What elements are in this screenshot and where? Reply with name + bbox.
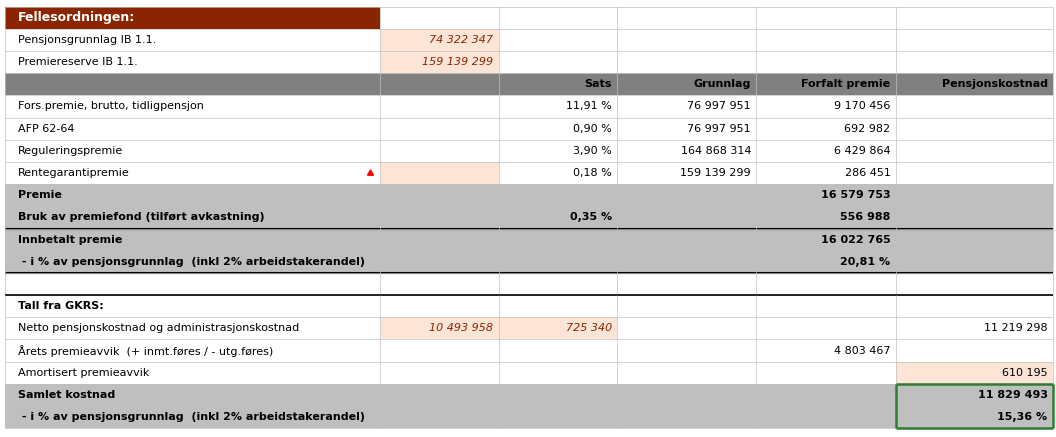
Text: 0,90 %: 0,90 % bbox=[573, 124, 611, 134]
Text: Samlet kostnad: Samlet kostnad bbox=[18, 390, 115, 400]
Text: - i % av pensjonsgrunnlag  (inkl 2% arbeidstakerandel): - i % av pensjonsgrunnlag (inkl 2% arbei… bbox=[18, 412, 365, 422]
Bar bbox=[5, 206, 1053, 229]
Text: Reguleringspremie: Reguleringspremie bbox=[18, 146, 124, 156]
Text: 159 139 299: 159 139 299 bbox=[680, 168, 751, 178]
Text: 11 219 298: 11 219 298 bbox=[984, 323, 1048, 333]
Bar bbox=[5, 362, 1053, 384]
Text: 286 451: 286 451 bbox=[845, 168, 890, 178]
Bar bbox=[5, 317, 1053, 340]
Text: Innbetalt premie: Innbetalt premie bbox=[18, 235, 122, 245]
Bar bbox=[498, 317, 617, 340]
Bar bbox=[5, 140, 1053, 162]
Bar bbox=[5, 229, 1053, 251]
Text: Fors.premie, brutto, tidligpensjon: Fors.premie, brutto, tidligpensjon bbox=[18, 101, 204, 111]
Bar bbox=[5, 118, 1053, 140]
Text: Forfalt premie: Forfalt premie bbox=[802, 79, 890, 89]
Text: 725 340: 725 340 bbox=[566, 323, 611, 333]
Text: 3,90 %: 3,90 % bbox=[573, 146, 611, 156]
Text: Pensjonskostnad: Pensjonskostnad bbox=[942, 79, 1048, 89]
Text: 556 988: 556 988 bbox=[840, 212, 890, 222]
Text: 0,18 %: 0,18 % bbox=[573, 168, 611, 178]
Text: 11 829 493: 11 829 493 bbox=[978, 390, 1048, 400]
Text: Tall fra GKRS:: Tall fra GKRS: bbox=[18, 301, 103, 311]
Text: 10 493 958: 10 493 958 bbox=[430, 323, 493, 333]
Text: 20,81 %: 20,81 % bbox=[841, 257, 890, 267]
Bar bbox=[5, 295, 1053, 317]
Text: 159 139 299: 159 139 299 bbox=[422, 57, 493, 67]
Text: Rentegarantipremie: Rentegarantipremie bbox=[18, 168, 130, 178]
Text: 74 322 347: 74 322 347 bbox=[430, 35, 493, 45]
Text: Sats: Sats bbox=[584, 79, 611, 89]
Bar bbox=[5, 184, 1053, 206]
Bar bbox=[5, 251, 1053, 273]
Bar bbox=[5, 73, 1053, 95]
Bar bbox=[895, 362, 1053, 384]
Text: 164 868 314: 164 868 314 bbox=[681, 146, 751, 156]
Bar bbox=[498, 51, 1053, 73]
Text: 15,36 %: 15,36 % bbox=[998, 412, 1048, 422]
Text: 16 022 765: 16 022 765 bbox=[821, 235, 890, 245]
Text: 76 997 951: 76 997 951 bbox=[687, 124, 751, 134]
Text: 16 579 753: 16 579 753 bbox=[821, 190, 890, 200]
Text: 4 803 467: 4 803 467 bbox=[834, 346, 890, 356]
Text: 6 429 864: 6 429 864 bbox=[834, 146, 890, 156]
Bar bbox=[5, 7, 380, 29]
Text: 610 195: 610 195 bbox=[1002, 368, 1048, 378]
Text: Premiereserve IB 1.1.: Premiereserve IB 1.1. bbox=[18, 57, 137, 67]
Bar bbox=[5, 51, 380, 73]
Bar bbox=[5, 406, 1053, 428]
Text: Premie: Premie bbox=[18, 190, 62, 200]
Bar bbox=[380, 317, 498, 340]
Bar bbox=[5, 29, 380, 51]
Bar bbox=[5, 384, 1053, 406]
Text: Pensjonsgrunnlag IB 1.1.: Pensjonsgrunnlag IB 1.1. bbox=[18, 35, 156, 45]
Text: 76 997 951: 76 997 951 bbox=[687, 101, 751, 111]
Bar bbox=[380, 7, 1053, 29]
Text: Grunnlag: Grunnlag bbox=[694, 79, 751, 89]
Bar bbox=[380, 29, 498, 51]
Bar bbox=[5, 95, 1053, 118]
Text: 0,35 %: 0,35 % bbox=[569, 212, 611, 222]
Text: 9 170 456: 9 170 456 bbox=[834, 101, 890, 111]
Bar bbox=[380, 162, 498, 184]
Text: Fellesordningen:: Fellesordningen: bbox=[18, 11, 135, 24]
Text: AFP 62-64: AFP 62-64 bbox=[18, 124, 75, 134]
Bar bbox=[380, 51, 498, 73]
Bar bbox=[5, 162, 1053, 184]
Text: Netto pensjonskostnad og administrasjonskostnad: Netto pensjonskostnad og administrasjons… bbox=[18, 323, 299, 333]
Bar bbox=[498, 29, 1053, 51]
Text: Årets premieavvik  (+ inmt.føres / - utg.føres): Årets premieavvik (+ inmt.føres / - utg.… bbox=[18, 345, 274, 357]
Bar bbox=[5, 340, 1053, 362]
Text: - i % av pensjonsgrunnlag  (inkl 2% arbeidstakerandel): - i % av pensjonsgrunnlag (inkl 2% arbei… bbox=[18, 257, 365, 267]
Text: 692 982: 692 982 bbox=[845, 124, 890, 134]
Text: Amortisert premieavvik: Amortisert premieavvik bbox=[18, 368, 149, 378]
Bar bbox=[5, 273, 1053, 295]
Text: Bruk av premiefond (tilført avkastning): Bruk av premiefond (tilført avkastning) bbox=[18, 212, 265, 222]
Text: 11,91 %: 11,91 % bbox=[566, 101, 611, 111]
